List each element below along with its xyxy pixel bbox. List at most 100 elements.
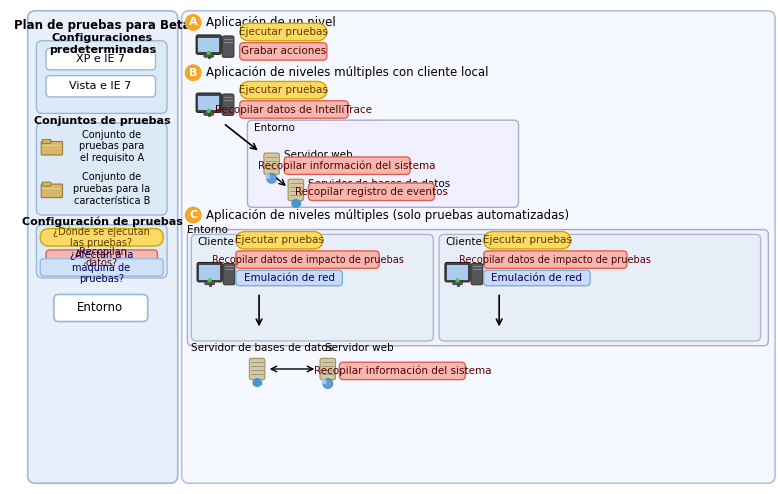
Circle shape [266,174,270,178]
FancyBboxPatch shape [240,23,327,41]
Text: Emulación de red: Emulación de red [492,273,583,283]
FancyBboxPatch shape [447,265,468,280]
Circle shape [456,279,459,282]
FancyBboxPatch shape [484,232,571,249]
FancyBboxPatch shape [28,11,177,483]
Text: Recopilar datos de impacto de pruebas: Recopilar datos de impacto de pruebas [212,254,404,265]
Text: Ejecutar pruebas: Ejecutar pruebas [239,85,328,95]
Circle shape [322,379,326,383]
FancyBboxPatch shape [199,265,220,280]
Circle shape [292,200,300,207]
Text: Cliente: Cliente [197,237,234,247]
Circle shape [185,65,201,81]
Text: Aplicación de un nivel: Aplicación de un nivel [206,16,335,29]
FancyBboxPatch shape [250,358,265,379]
FancyBboxPatch shape [198,38,219,52]
FancyBboxPatch shape [223,94,234,115]
FancyBboxPatch shape [37,225,167,278]
FancyBboxPatch shape [42,182,51,186]
Text: B: B [189,68,198,78]
Text: Servidor de bases de datos: Servidor de bases de datos [308,179,450,189]
Text: XP e IE 7: XP e IE 7 [75,54,124,64]
Text: A: A [189,17,198,27]
Text: Configuraciones
predeterminadas: Configuraciones predeterminadas [49,33,156,55]
FancyBboxPatch shape [41,141,62,155]
FancyBboxPatch shape [288,179,303,201]
FancyBboxPatch shape [198,96,219,111]
Text: Plan de pruebas para Beta: Plan de pruebas para Beta [14,19,191,33]
Circle shape [185,207,201,223]
FancyBboxPatch shape [41,184,62,198]
Text: Ejecutar pruebas: Ejecutar pruebas [483,235,572,245]
Text: Grabar acciones: Grabar acciones [240,46,326,56]
FancyBboxPatch shape [197,262,223,282]
FancyBboxPatch shape [196,93,221,113]
Text: Conjunto de
pruebas para
el requisito A: Conjunto de pruebas para el requisito A [79,130,145,163]
FancyBboxPatch shape [484,270,591,286]
Text: ¿Recopilan
datos?: ¿Recopilan datos? [75,247,128,268]
Text: Ejecutar pruebas: Ejecutar pruebas [235,235,324,245]
FancyBboxPatch shape [445,262,470,282]
FancyBboxPatch shape [453,281,462,285]
Text: Servidor web: Servidor web [284,150,353,160]
FancyBboxPatch shape [46,76,156,97]
Circle shape [267,173,276,183]
Text: Recopilar datos de IntelliTrace: Recopilar datos de IntelliTrace [216,105,373,115]
FancyBboxPatch shape [236,232,323,249]
Text: C: C [189,210,198,220]
Text: Configuración de pruebas: Configuración de pruebas [22,217,183,227]
FancyBboxPatch shape [439,235,761,341]
Circle shape [185,15,201,30]
FancyBboxPatch shape [204,53,213,57]
Text: Entorno: Entorno [77,301,124,315]
Circle shape [209,279,211,282]
FancyBboxPatch shape [181,11,775,483]
Text: Ejecutar pruebas: Ejecutar pruebas [239,27,328,37]
Text: Entorno: Entorno [187,225,228,235]
Text: Cliente: Cliente [445,237,482,247]
Text: Emulación de red: Emulación de red [244,273,335,283]
FancyBboxPatch shape [196,35,221,54]
FancyBboxPatch shape [223,36,234,57]
Text: Vista e IE 7: Vista e IE 7 [69,82,131,91]
Bar [254,380,261,384]
FancyBboxPatch shape [236,270,342,286]
FancyBboxPatch shape [339,362,465,379]
Text: Conjunto de
pruebas para la
característica B: Conjunto de pruebas para la característi… [73,172,150,206]
FancyBboxPatch shape [236,251,379,268]
Text: Recopilar datos de impacto de pruebas: Recopilar datos de impacto de pruebas [459,254,651,265]
FancyBboxPatch shape [264,153,279,174]
Text: Aplicación de niveles múltiples con cliente local: Aplicación de niveles múltiples con clie… [206,66,489,79]
Circle shape [207,110,210,113]
FancyBboxPatch shape [204,112,213,115]
FancyBboxPatch shape [42,139,51,143]
FancyBboxPatch shape [284,157,410,174]
Bar [292,202,300,206]
Text: ¿Dónde se ejecutan
las pruebas?: ¿Dónde se ejecutan las pruebas? [53,226,149,248]
Text: Aplicación de niveles múltiples (solo pruebas automatizadas): Aplicación de niveles múltiples (solo pr… [206,208,569,221]
FancyBboxPatch shape [54,294,148,322]
Circle shape [323,379,333,388]
Text: ¿Afectan a la
máquina de
pruebas?: ¿Afectan a la máquina de pruebas? [69,250,133,284]
Text: Servidor web: Servidor web [325,343,394,353]
FancyBboxPatch shape [40,259,163,276]
Text: Recopilar información del sistema: Recopilar información del sistema [314,366,491,376]
FancyBboxPatch shape [40,229,163,246]
FancyBboxPatch shape [46,250,157,265]
FancyBboxPatch shape [187,230,769,346]
Text: Recopilar registro de eventos: Recopilar registro de eventos [295,187,448,197]
FancyBboxPatch shape [205,281,215,285]
FancyBboxPatch shape [240,82,327,99]
FancyBboxPatch shape [471,263,482,285]
Text: Conjuntos de pruebas: Conjuntos de pruebas [34,116,170,126]
FancyBboxPatch shape [46,48,156,70]
Circle shape [254,379,261,386]
Circle shape [207,51,210,54]
FancyBboxPatch shape [240,101,348,118]
FancyBboxPatch shape [484,251,627,268]
FancyBboxPatch shape [37,41,167,114]
FancyBboxPatch shape [191,235,433,341]
FancyBboxPatch shape [223,263,235,285]
FancyBboxPatch shape [308,183,434,201]
FancyBboxPatch shape [247,120,518,207]
